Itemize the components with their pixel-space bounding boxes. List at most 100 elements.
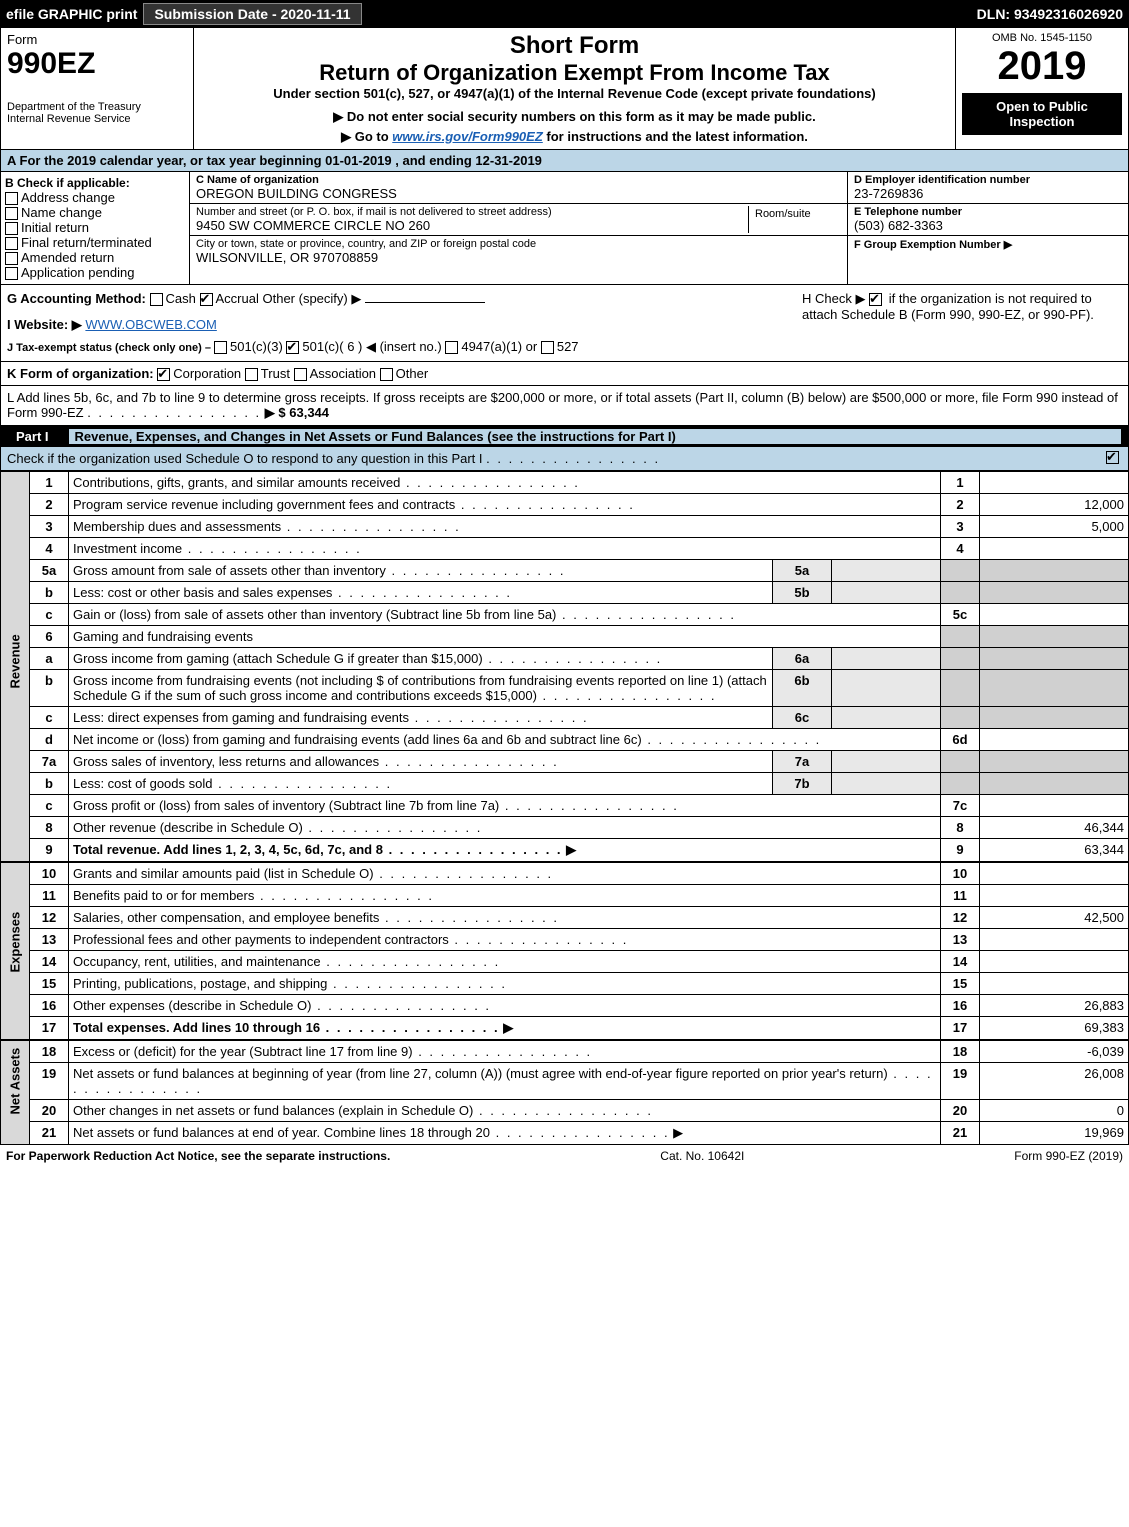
line-number: b <box>30 670 69 707</box>
efile-label: efile GRAPHIC print <box>6 6 137 22</box>
org-info-block: B Check if applicable: Address changeNam… <box>0 172 1129 285</box>
checkbox-label: Application pending <box>21 265 134 280</box>
line-amount <box>980 973 1129 995</box>
line-desc: Printing, publications, postage, and shi… <box>69 973 941 995</box>
checkbox[interactable] <box>294 368 307 381</box>
website-link[interactable]: WWW.OBCWEB.COM <box>85 317 216 332</box>
line-number: b <box>30 582 69 604</box>
line-mid: 20 <box>941 1100 980 1122</box>
line-subval <box>832 773 941 795</box>
room-label: Room/suite <box>755 208 835 220</box>
line-row: b Gross income from fundraising events (… <box>30 670 1129 707</box>
opt-label: 501(c)(3) <box>230 339 283 354</box>
line-subnum: 5b <box>773 582 832 604</box>
line-desc: Grants and similar amounts paid (list in… <box>69 863 941 885</box>
line-amount <box>980 604 1129 626</box>
line-number: 2 <box>30 494 69 516</box>
line-amount: 69,383 <box>980 1017 1129 1040</box>
opt-label: Corporation <box>173 366 241 381</box>
line-number: 15 <box>30 973 69 995</box>
checkbox[interactable] <box>245 368 258 381</box>
submission-date-button[interactable]: Submission Date - 2020-11-11 <box>143 3 361 25</box>
checkbox[interactable] <box>150 293 163 306</box>
box-b-item: Amended return <box>5 250 185 265</box>
h-prefix: H Check ▶ <box>802 291 869 306</box>
irs-link[interactable]: www.irs.gov/Form990EZ <box>392 129 543 144</box>
website-label: I Website: ▶ <box>7 317 82 332</box>
addr-label: Number and street (or P. O. box, if mail… <box>196 206 748 218</box>
line-mid: 21 <box>941 1122 980 1145</box>
line-row: 1 Contributions, gifts, grants, and simi… <box>30 472 1129 494</box>
line-number: 14 <box>30 951 69 973</box>
checkbox[interactable] <box>5 192 18 205</box>
line-row: 13 Professional fees and other payments … <box>30 929 1129 951</box>
g-other-input[interactable] <box>365 302 485 303</box>
line-desc: Net income or (loss) from gaming and fun… <box>69 729 941 751</box>
expenses-section: Expenses 10 Grants and similar amounts p… <box>0 862 1129 1040</box>
h-checkbox[interactable] <box>869 293 882 306</box>
line-number: c <box>30 604 69 626</box>
checkbox[interactable] <box>214 341 227 354</box>
footer-center: Cat. No. 10642I <box>660 1149 744 1163</box>
line-desc: Program service revenue including govern… <box>69 494 941 516</box>
opt-label: 4947(a)(1) or <box>461 339 537 354</box>
line-row: 10 Grants and similar amounts paid (list… <box>30 863 1129 885</box>
line-desc: Total expenses. Add lines 10 through 16 … <box>69 1017 941 1040</box>
line-desc: Gross income from fundraising events (no… <box>69 670 773 707</box>
line-amount <box>980 929 1129 951</box>
box-b-header: B Check if applicable: <box>5 176 185 190</box>
line-amount-grey <box>980 751 1129 773</box>
goto-suffix: for instructions and the latest informat… <box>546 129 807 144</box>
name-label: C Name of organization <box>196 174 841 186</box>
org-address: 9450 SW COMMERCE CIRCLE NO 260 <box>196 218 748 233</box>
checkbox[interactable] <box>541 341 554 354</box>
line-subval <box>832 648 941 670</box>
row-k: K Form of organization: Corporation Trus… <box>0 362 1129 386</box>
box-b-item: Address change <box>5 190 185 205</box>
line-desc: Gain or (loss) from sale of assets other… <box>69 604 941 626</box>
line-amount: 42,500 <box>980 907 1129 929</box>
checkbox[interactable] <box>380 368 393 381</box>
checkbox[interactable] <box>5 252 18 265</box>
checkbox[interactable] <box>5 222 18 235</box>
org-name: OREGON BUILDING CONGRESS <box>196 186 841 201</box>
line-row: 6 Gaming and fundraising events <box>30 626 1129 648</box>
checkbox[interactable] <box>157 368 170 381</box>
line-row: b Less: cost or other basis and sales ex… <box>30 582 1129 604</box>
part1-checkbox[interactable] <box>1106 451 1119 464</box>
checkbox[interactable] <box>5 207 18 220</box>
line-number: 19 <box>30 1063 69 1100</box>
footer-right: Form 990-EZ (2019) <box>1014 1149 1123 1163</box>
checkbox[interactable] <box>5 237 18 250</box>
omb-number: OMB No. 1545-1150 <box>962 32 1122 44</box>
line-row: d Net income or (loss) from gaming and f… <box>30 729 1129 751</box>
line-row: 15 Printing, publications, postage, and … <box>30 973 1129 995</box>
line-mid: 9 <box>941 839 980 862</box>
expenses-table: 10 Grants and similar amounts paid (list… <box>29 862 1129 1040</box>
line-number: 17 <box>30 1017 69 1040</box>
line-amount <box>980 951 1129 973</box>
line-mid: 1 <box>941 472 980 494</box>
checkbox[interactable] <box>200 293 213 306</box>
opt-label: 527 <box>557 339 579 354</box>
line-number: 3 <box>30 516 69 538</box>
checkbox[interactable] <box>445 341 458 354</box>
line-mid: 4 <box>941 538 980 560</box>
form-header: Form 990EZ Department of the Treasury In… <box>0 28 1129 150</box>
line-mid: 3 <box>941 516 980 538</box>
goto-prefix: ▶ Go to <box>341 129 392 144</box>
checkbox[interactable] <box>5 267 18 280</box>
checkbox-label: Initial return <box>21 220 89 235</box>
line-number: 9 <box>30 839 69 862</box>
net-assets-section: Net Assets 18 Excess or (deficit) for th… <box>0 1040 1129 1145</box>
line-desc: Other expenses (describe in Schedule O) <box>69 995 941 1017</box>
row-l: L Add lines 5b, 6c, and 7b to line 9 to … <box>0 386 1129 426</box>
line-row: 19 Net assets or fund balances at beginn… <box>30 1063 1129 1100</box>
title-main: Return of Organization Exempt From Incom… <box>200 60 949 86</box>
checkbox[interactable] <box>286 341 299 354</box>
line-desc: Salaries, other compensation, and employ… <box>69 907 941 929</box>
g-other: Other (specify) ▶ <box>262 291 361 306</box>
line-number: 4 <box>30 538 69 560</box>
part1-tag: Part I <box>8 429 57 444</box>
goto-line: ▶ Go to www.irs.gov/Form990EZ for instru… <box>200 129 949 145</box>
